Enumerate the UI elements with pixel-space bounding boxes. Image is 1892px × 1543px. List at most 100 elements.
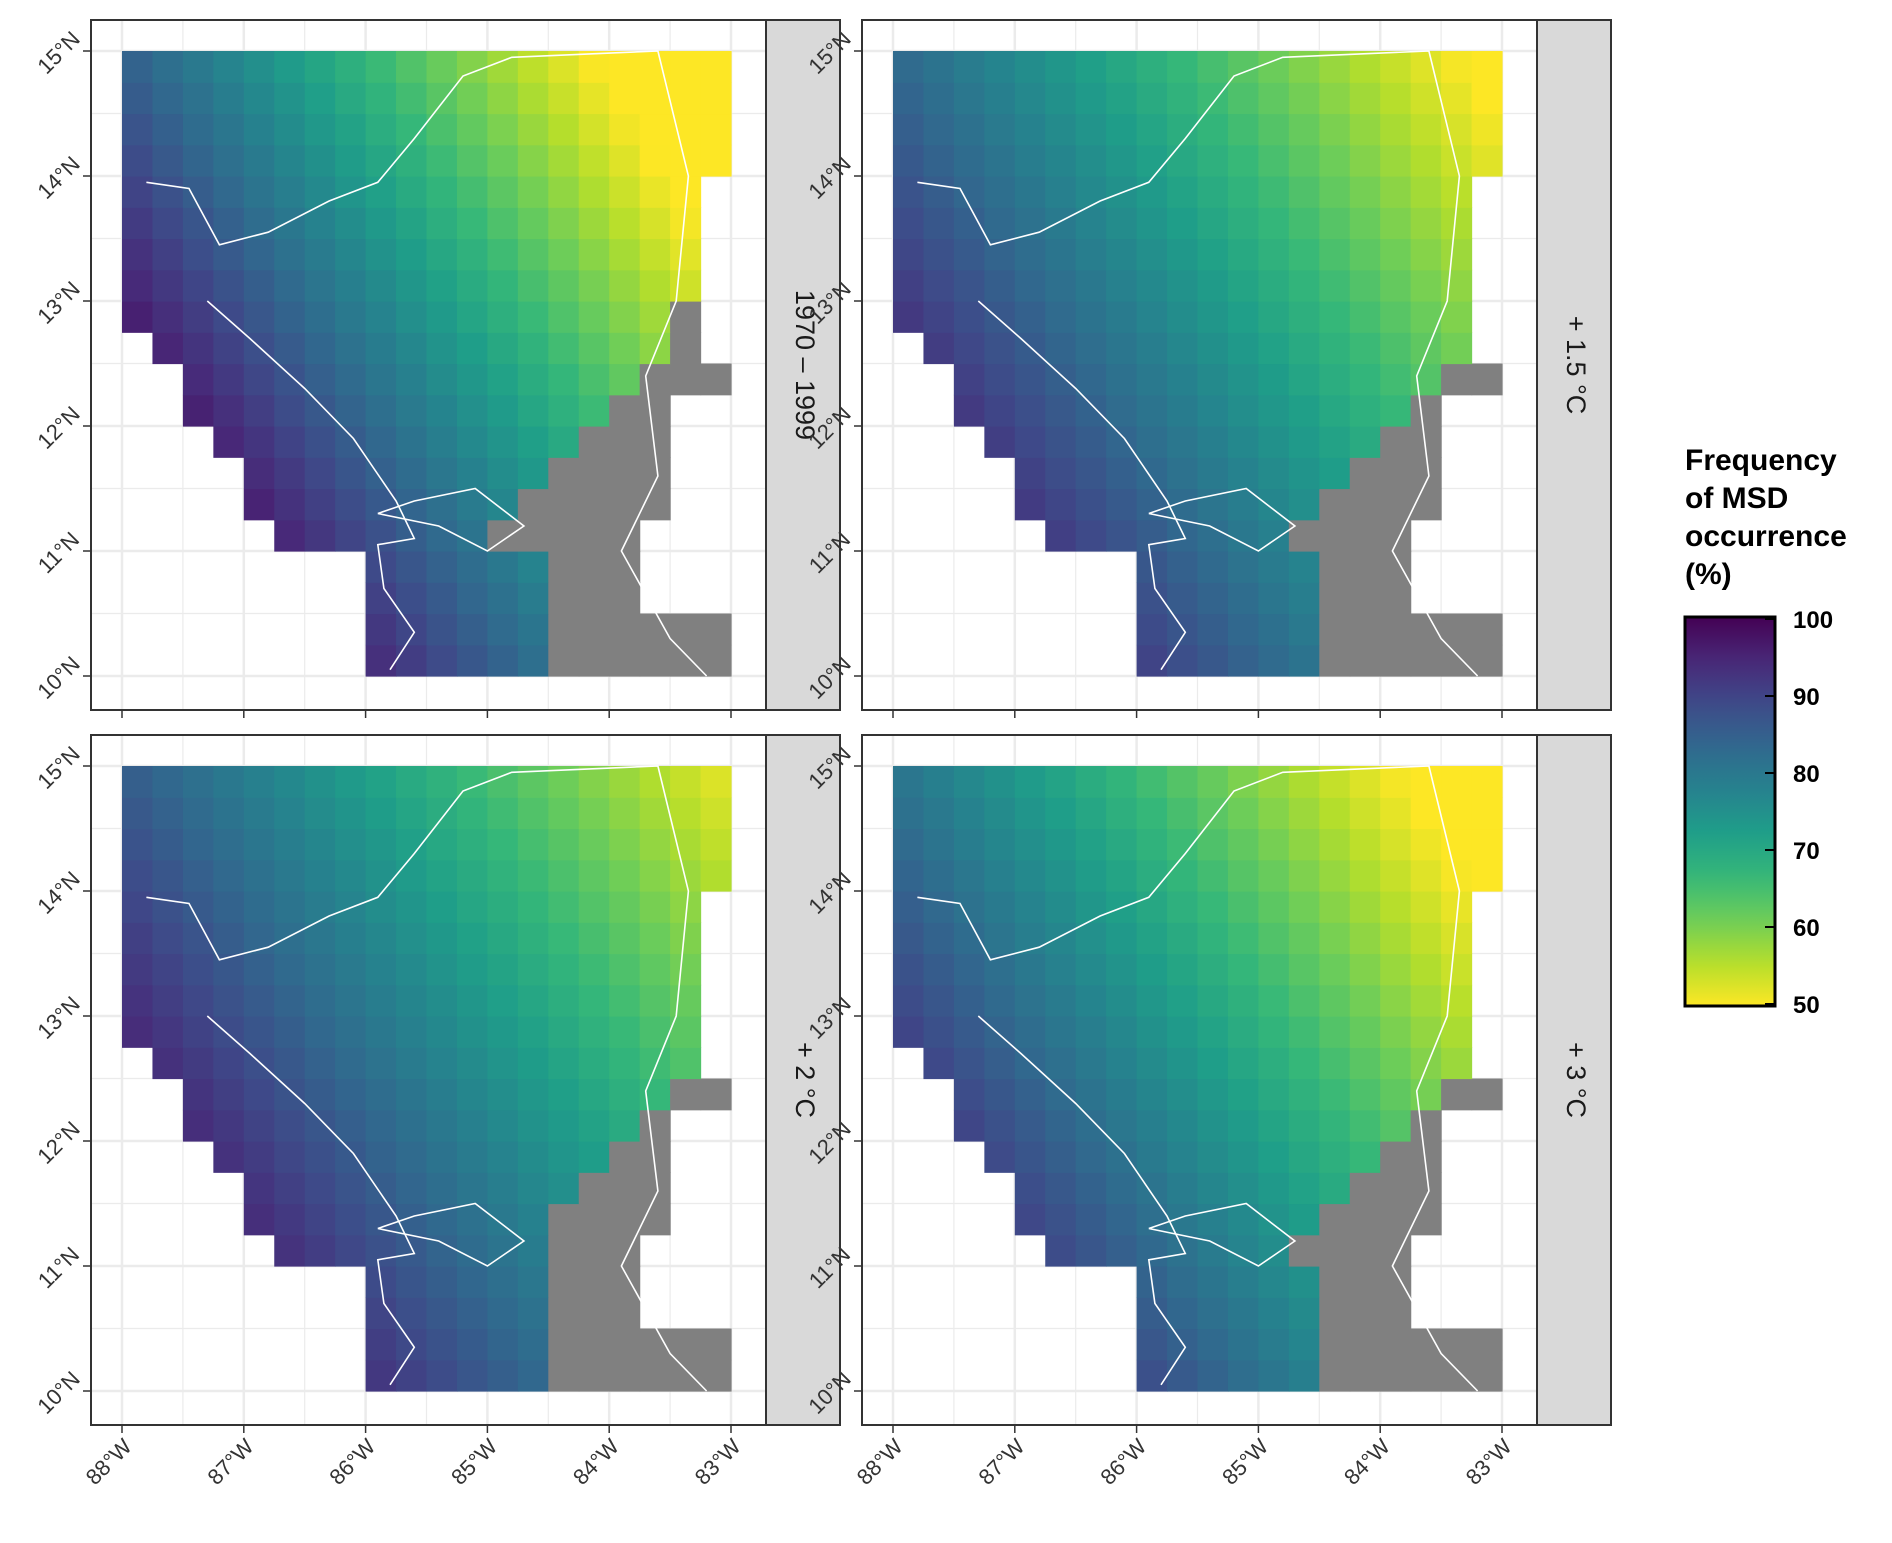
cell-no-msd bbox=[670, 363, 702, 396]
cell-no-msd bbox=[1319, 488, 1351, 521]
cell-msd-frequency bbox=[365, 644, 397, 677]
cell-msd-frequency bbox=[304, 238, 336, 271]
cell-msd-frequency bbox=[1167, 1172, 1199, 1205]
cell-msd-frequency bbox=[1167, 984, 1199, 1017]
cell-msd-frequency bbox=[335, 363, 367, 396]
y-tick-label: 11°N bbox=[33, 527, 84, 578]
cell-msd-frequency bbox=[923, 891, 955, 923]
cell-msd-frequency bbox=[893, 1016, 925, 1048]
cell-msd-frequency bbox=[1136, 519, 1168, 552]
cell-msd-frequency bbox=[1045, 984, 1077, 1017]
cell-msd-frequency bbox=[923, 859, 955, 892]
cell-msd-frequency bbox=[1075, 82, 1107, 115]
cell-msd-frequency bbox=[1075, 828, 1107, 861]
cell-msd-frequency bbox=[893, 891, 925, 923]
cell-msd-frequency bbox=[1349, 766, 1381, 798]
cell-msd-frequency bbox=[426, 269, 458, 302]
cell-msd-frequency bbox=[365, 301, 397, 333]
cell-msd-frequency bbox=[243, 1172, 275, 1205]
cell-msd-frequency bbox=[426, 644, 458, 677]
cell-msd-frequency bbox=[1167, 176, 1199, 208]
cell-msd-frequency bbox=[1075, 922, 1107, 955]
cell-no-msd bbox=[670, 332, 702, 365]
cell-msd-frequency bbox=[984, 766, 1016, 798]
cell-msd-frequency bbox=[487, 1266, 519, 1298]
cell-no-msd bbox=[517, 488, 549, 521]
cell-msd-frequency bbox=[487, 953, 519, 986]
cell-msd-frequency bbox=[670, 113, 702, 146]
cell-msd-frequency bbox=[1227, 828, 1259, 861]
cell-msd-frequency bbox=[426, 113, 458, 146]
cell-no-msd bbox=[578, 644, 610, 677]
cell-msd-frequency bbox=[1045, 1234, 1077, 1267]
cell-msd-frequency bbox=[1014, 859, 1046, 892]
cell-msd-frequency bbox=[426, 1078, 458, 1111]
cell-msd-frequency bbox=[456, 426, 488, 458]
cell-msd-frequency bbox=[1380, 269, 1412, 302]
cell-msd-frequency bbox=[396, 51, 428, 83]
cell-no-msd bbox=[639, 394, 671, 427]
cell-no-msd bbox=[670, 644, 702, 677]
cell-msd-frequency bbox=[243, 82, 275, 115]
y-tick-label: 12°N bbox=[32, 401, 84, 453]
cell-no-msd bbox=[578, 1203, 610, 1236]
cell-msd-frequency bbox=[1167, 144, 1199, 177]
cell-msd-frequency bbox=[984, 82, 1016, 115]
cell-msd-frequency bbox=[1136, 984, 1168, 1017]
cell-msd-frequency bbox=[243, 238, 275, 271]
cell-msd-frequency bbox=[517, 1172, 549, 1205]
cell-msd-frequency bbox=[1288, 1359, 1320, 1392]
cell-msd-frequency bbox=[578, 394, 610, 427]
cell-msd-frequency bbox=[893, 797, 925, 830]
cell-msd-frequency bbox=[1319, 457, 1351, 490]
cell-msd-frequency bbox=[1136, 51, 1168, 83]
cell-msd-frequency bbox=[609, 82, 641, 115]
cell-msd-frequency bbox=[548, 1078, 580, 1111]
cell-msd-frequency bbox=[365, 984, 397, 1017]
cell-no-msd bbox=[1319, 1266, 1351, 1298]
cell-msd-frequency bbox=[152, 82, 184, 115]
cell-msd-frequency bbox=[517, 953, 549, 986]
cell-msd-frequency bbox=[1288, 1141, 1320, 1173]
cell-msd-frequency bbox=[1258, 551, 1290, 583]
cell-no-msd bbox=[1319, 1328, 1351, 1361]
cell-msd-frequency bbox=[152, 922, 184, 955]
y-tick-label: 13°N bbox=[32, 991, 84, 1043]
cell-msd-frequency bbox=[487, 1141, 519, 1173]
cell-msd-frequency bbox=[517, 394, 549, 427]
cell-msd-frequency bbox=[700, 113, 732, 146]
cell-msd-frequency bbox=[1380, 301, 1412, 333]
cell-msd-frequency bbox=[1227, 144, 1259, 177]
cell-no-msd bbox=[639, 1109, 671, 1142]
cell-msd-frequency bbox=[487, 238, 519, 271]
cell-msd-frequency bbox=[1380, 953, 1412, 986]
cell-no-msd bbox=[1441, 1078, 1473, 1111]
cell-msd-frequency bbox=[1227, 551, 1259, 583]
cell-msd-frequency bbox=[1471, 828, 1503, 861]
cell-msd-frequency bbox=[304, 394, 336, 427]
cell-msd-frequency bbox=[152, 828, 184, 861]
cell-msd-frequency bbox=[487, 1297, 519, 1330]
cell-msd-frequency bbox=[1136, 457, 1168, 490]
cell-msd-frequency bbox=[456, 1203, 488, 1236]
cell-msd-frequency bbox=[1227, 1109, 1259, 1142]
cell-msd-frequency bbox=[1227, 488, 1259, 521]
cell-no-msd bbox=[487, 519, 519, 552]
cell-msd-frequency bbox=[1349, 51, 1381, 83]
cell-msd-frequency bbox=[1227, 238, 1259, 271]
cell-msd-frequency bbox=[1197, 1359, 1229, 1392]
cell-msd-frequency bbox=[639, 984, 671, 1017]
cell-msd-frequency bbox=[1014, 828, 1046, 861]
x-tick-label: 87°W bbox=[974, 1434, 1030, 1490]
cell-msd-frequency bbox=[487, 332, 519, 365]
cell-msd-frequency bbox=[1167, 301, 1199, 333]
cell-msd-frequency bbox=[304, 922, 336, 955]
cell-msd-frequency bbox=[274, 859, 306, 892]
cell-msd-frequency bbox=[396, 953, 428, 986]
cell-msd-frequency bbox=[1045, 144, 1077, 177]
cell-msd-frequency bbox=[517, 82, 549, 115]
cell-msd-frequency bbox=[1167, 238, 1199, 271]
cell-msd-frequency bbox=[396, 859, 428, 892]
cell-msd-frequency bbox=[1167, 1234, 1199, 1267]
cell-msd-frequency bbox=[487, 1359, 519, 1392]
